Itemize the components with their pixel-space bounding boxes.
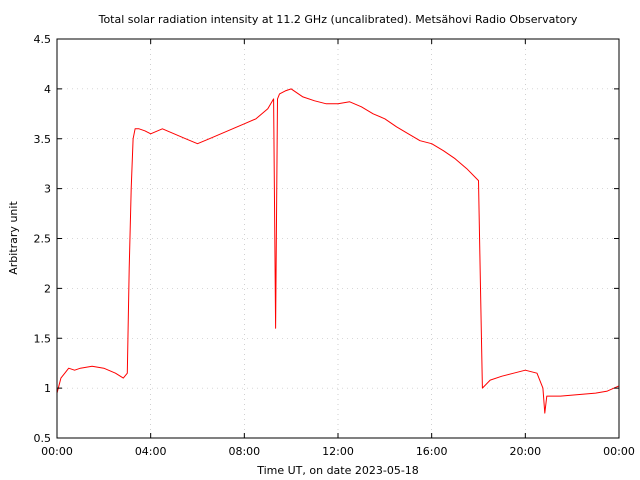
x-tick-label: 16:00 <box>416 445 448 458</box>
x-tick-label: 20:00 <box>509 445 541 458</box>
y-tick-label: 3 <box>44 183 51 196</box>
y-tick-label: 2 <box>44 282 51 295</box>
x-tick-label: 04:00 <box>135 445 167 458</box>
x-axis-title: Time UT, on date 2023-05-18 <box>256 464 419 477</box>
data-layer <box>56 88 619 414</box>
x-tick-label: 08:00 <box>228 445 260 458</box>
x-tick-label: 12:00 <box>322 445 354 458</box>
chart-title: Total solar radiation intensity at 11.2 … <box>98 13 578 26</box>
tick-layer: 00:00 04:00 08:00 12:00 16:00 20:00 00:000.511… <box>34 33 635 458</box>
y-tick-label: 4 <box>44 83 51 96</box>
y-tick-label: 1 <box>44 382 51 395</box>
y-tick-label: 4.5 <box>34 33 52 46</box>
y-tick-label: 3.5 <box>34 133 52 146</box>
grid-layer <box>57 39 619 438</box>
y-tick-label: 1.5 <box>34 332 52 345</box>
y-tick-label: 2.5 <box>34 233 52 246</box>
series-line <box>56 88 619 414</box>
x-tick-label: 00:00 <box>603 445 635 458</box>
y-tick-label: 0.5 <box>34 432 52 445</box>
y-axis-title: Arbitrary unit <box>7 201 20 275</box>
x-tick-label: 00:00 <box>41 445 73 458</box>
